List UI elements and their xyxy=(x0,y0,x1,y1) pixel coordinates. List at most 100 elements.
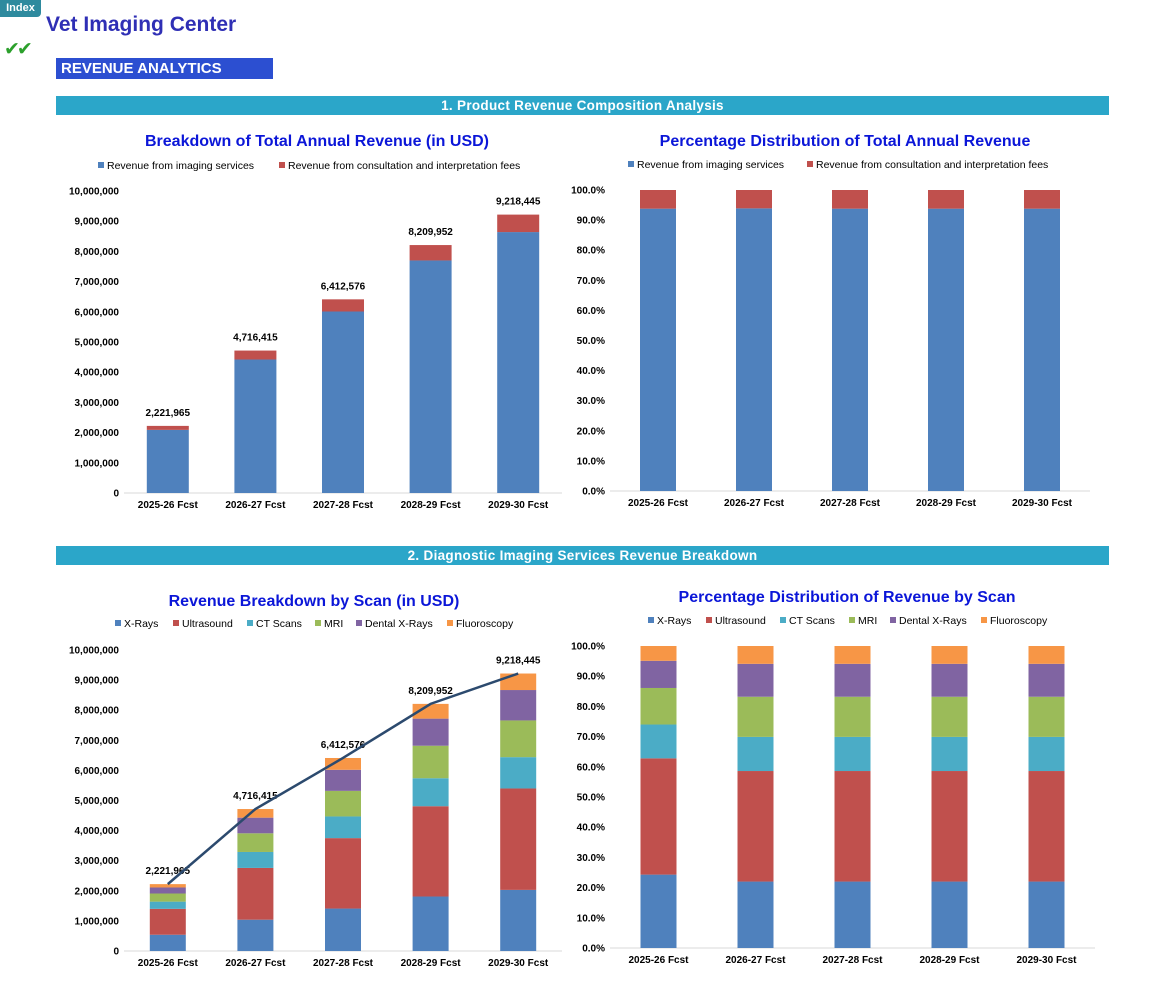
bar-segment xyxy=(736,208,772,491)
chart-title: Revenue Breakdown by Scan (in USD) xyxy=(169,593,460,610)
bar-segment xyxy=(737,736,774,772)
y-tick-label: 7,000,000 xyxy=(75,736,120,747)
bar-segment xyxy=(149,884,186,888)
legend-swatch xyxy=(247,620,253,626)
chart-c4: Percentage Distribution of Revenue by Sc… xyxy=(571,589,1095,966)
y-tick-label: 10,000,000 xyxy=(69,187,119,198)
y-tick-label: 50.0% xyxy=(577,793,605,804)
legend-swatch xyxy=(780,617,786,623)
y-tick-label: 1,000,000 xyxy=(75,458,120,469)
x-tick-label: 2028-29 Fcst xyxy=(401,958,462,969)
y-tick-label: 20.0% xyxy=(577,883,605,894)
y-tick-label: 10.0% xyxy=(577,913,605,924)
legend-label: Fluoroscopy xyxy=(456,618,514,630)
x-tick-label: 2027-28 Fcst xyxy=(822,955,883,966)
x-tick-label: 2025-26 Fcst xyxy=(628,498,689,509)
legend-swatch xyxy=(98,162,104,168)
legend-label: Ultrasound xyxy=(182,618,233,630)
bar-segment xyxy=(640,660,677,688)
legend-label: CT Scans xyxy=(256,618,302,630)
data-label: 6,412,576 xyxy=(321,281,366,292)
legend-label: MRI xyxy=(324,618,343,630)
bar-segment xyxy=(737,881,774,948)
bar-segment xyxy=(325,816,361,839)
bar-segment xyxy=(325,838,361,909)
chart-c2: Percentage Distribution of Total Annual … xyxy=(571,133,1090,509)
bar-segment xyxy=(737,646,774,664)
legend-swatch xyxy=(849,617,855,623)
bar-segment xyxy=(640,687,677,725)
y-tick-label: 50.0% xyxy=(577,336,605,347)
y-tick-label: 9,000,000 xyxy=(75,217,120,228)
index-tab[interactable]: Index xyxy=(0,0,41,17)
bar-segment xyxy=(640,874,677,948)
bar-segment xyxy=(1028,771,1065,882)
bar-segment xyxy=(500,690,537,721)
y-tick-label: 30.0% xyxy=(577,396,605,407)
bar-segment xyxy=(1024,208,1060,492)
legend-swatch xyxy=(981,617,987,623)
bar-segment xyxy=(834,663,871,697)
bar-segment xyxy=(497,214,540,233)
bar-segment xyxy=(412,703,449,719)
y-tick-label: 60.0% xyxy=(577,306,605,317)
bar-segment xyxy=(149,934,186,951)
x-tick-label: 2026-27 Fcst xyxy=(725,955,786,966)
bar-segment xyxy=(234,350,277,360)
bar-segment xyxy=(834,771,871,882)
y-tick-label: 30.0% xyxy=(577,853,605,864)
total-line xyxy=(166,672,519,886)
y-tick-label: 4,000,000 xyxy=(75,368,120,379)
bar-segment xyxy=(1024,190,1060,209)
y-tick-label: 60.0% xyxy=(577,762,605,773)
bar-segment xyxy=(931,646,968,664)
x-tick-label: 2027-28 Fcst xyxy=(820,498,881,509)
legend-label: Revenue from imaging services xyxy=(637,159,784,171)
x-tick-label: 2028-29 Fcst xyxy=(919,955,980,966)
legend-swatch xyxy=(807,161,813,167)
bar-segment xyxy=(146,425,189,430)
y-tick-label: 70.0% xyxy=(577,276,605,287)
legend-swatch xyxy=(115,620,121,626)
y-tick-label: 80.0% xyxy=(577,246,605,257)
bar-segment xyxy=(1028,646,1065,664)
x-tick-label: 2025-26 Fcst xyxy=(138,500,199,511)
bar-segment xyxy=(237,833,274,852)
x-tick-label: 2026-27 Fcst xyxy=(225,500,286,511)
chart-c3: Revenue Breakdown by Scan (in USD) X-Rays… xyxy=(69,593,562,969)
legend-swatch xyxy=(628,161,634,167)
y-tick-label: 0 xyxy=(113,947,119,958)
y-tick-label: 2,000,000 xyxy=(75,886,120,897)
y-tick-label: 70.0% xyxy=(577,732,605,743)
bar-segment xyxy=(834,736,871,772)
bar-segment xyxy=(928,190,964,209)
y-tick-label: 5,000,000 xyxy=(75,338,120,349)
bar-segment xyxy=(640,208,676,492)
bar-segment xyxy=(497,232,540,493)
x-tick-label: 2027-28 Fcst xyxy=(313,500,374,511)
y-tick-label: 0 xyxy=(113,489,119,500)
bar-segment xyxy=(931,771,968,882)
y-tick-label: 3,000,000 xyxy=(75,856,120,867)
x-tick-label: 2029-30 Fcst xyxy=(488,500,549,511)
legend-label: Revenue from consultation and interpreta… xyxy=(288,160,520,172)
legend-label: MRI xyxy=(858,615,877,627)
x-tick-label: 2026-27 Fcst xyxy=(225,958,286,969)
bar-segment xyxy=(1028,696,1065,737)
section-label: REVENUE ANALYTICS xyxy=(56,58,273,79)
bar-segment xyxy=(500,757,537,789)
y-tick-label: 100.0% xyxy=(571,186,605,197)
x-tick-label: 2027-28 Fcst xyxy=(313,958,374,969)
legend-label: X-Rays xyxy=(124,618,158,630)
x-tick-label: 2028-29 Fcst xyxy=(916,498,977,509)
x-tick-label: 2029-30 Fcst xyxy=(488,958,549,969)
section-band-2: 2. Diagnostic Imaging Services Revenue B… xyxy=(56,546,1109,565)
bar-segment xyxy=(928,208,964,492)
bar-segment xyxy=(237,851,274,868)
chart-title: Percentage Distribution of Revenue by Sc… xyxy=(679,589,1016,606)
y-tick-label: 10.0% xyxy=(577,456,605,467)
legend-label: Dental X-Rays xyxy=(365,618,433,630)
x-tick-label: 2029-30 Fcst xyxy=(1016,955,1077,966)
y-tick-label: 2,000,000 xyxy=(75,428,120,439)
